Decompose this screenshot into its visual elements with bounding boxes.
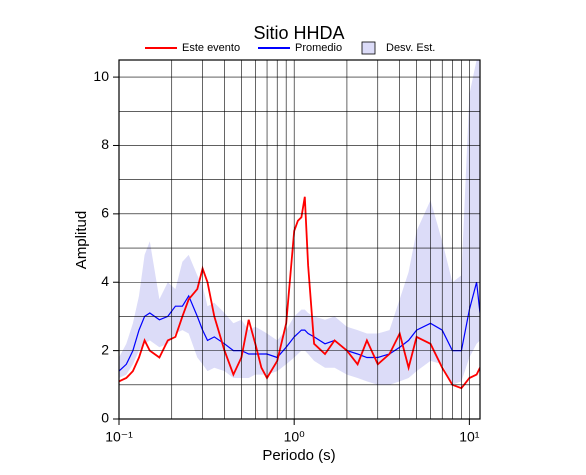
x-tick-label: 10⁻¹ xyxy=(105,429,133,445)
y-tick-label: 8 xyxy=(101,136,109,152)
y-tick-label: 2 xyxy=(101,341,109,357)
x-tick-label: 10¹ xyxy=(459,429,480,445)
y-axis-label: Amplitud xyxy=(73,211,90,269)
y-tick-label: 4 xyxy=(101,273,109,289)
y-tick-label: 6 xyxy=(101,205,109,221)
legend-label: Desv. Est. xyxy=(386,42,435,54)
chart-title: Sitio HHDA xyxy=(253,23,344,43)
x-axis-label: Periodo (s) xyxy=(262,447,335,464)
y-tick-label: 0 xyxy=(101,410,109,426)
y-tick-label: 10 xyxy=(93,68,109,84)
std-band xyxy=(119,60,480,385)
x-tick-label: 10⁰ xyxy=(284,429,306,445)
legend-label: Promedio xyxy=(295,42,342,54)
plot-frame xyxy=(118,59,481,420)
legend-label: Este evento xyxy=(182,42,240,54)
plot-area xyxy=(119,60,480,390)
legend-swatch xyxy=(361,41,376,55)
